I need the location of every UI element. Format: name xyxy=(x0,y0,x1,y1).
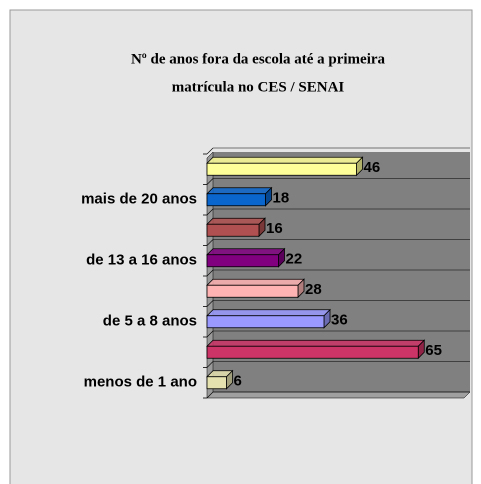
bar xyxy=(206,369,234,390)
wall-line xyxy=(206,147,214,155)
data-label: 16 xyxy=(266,220,283,237)
bar xyxy=(206,278,305,299)
bar-face xyxy=(206,217,266,225)
bar-face xyxy=(206,284,299,298)
wall-line xyxy=(206,330,214,338)
data-label: 65 xyxy=(425,342,442,359)
data-label: 28 xyxy=(305,281,322,298)
wall-line xyxy=(206,208,214,216)
wall-line xyxy=(206,300,214,307)
bar-face xyxy=(206,162,357,176)
bar xyxy=(206,156,364,177)
y-tick-label: de 13 a 16 anos xyxy=(86,252,197,269)
bar-face xyxy=(206,223,260,237)
data-label: 22 xyxy=(286,251,303,268)
bar xyxy=(206,339,426,360)
chart-title: Nº de anos fora da escola até a primeira xyxy=(131,51,386,67)
bar xyxy=(206,217,266,238)
wall-line xyxy=(206,239,214,246)
bar-face xyxy=(206,193,266,207)
y-tick-label: menos de 1 ano xyxy=(84,374,197,391)
bar xyxy=(206,308,331,329)
data-label: 46 xyxy=(364,159,381,176)
bar-face xyxy=(206,187,273,195)
bar-face xyxy=(206,315,325,329)
y-tick-label: de 5 a 8 anos xyxy=(103,313,197,330)
bar-face xyxy=(206,309,331,317)
bar-face xyxy=(206,376,227,390)
bar-face xyxy=(206,248,286,256)
plot-wall xyxy=(207,152,470,398)
bar-face xyxy=(206,345,419,359)
data-label: 18 xyxy=(273,190,290,207)
floor xyxy=(206,391,471,399)
data-label: 36 xyxy=(331,312,348,329)
data-label: 6 xyxy=(234,373,242,390)
wall-line xyxy=(206,269,214,277)
bar-face xyxy=(206,156,364,164)
wall-line xyxy=(206,361,214,368)
bar xyxy=(206,247,286,268)
chart-title: matrícula no CES / SENAI xyxy=(172,79,345,95)
bar-face xyxy=(206,339,426,347)
bar-face xyxy=(206,254,279,268)
wall-line xyxy=(206,391,214,399)
bar xyxy=(206,186,273,207)
wall-line xyxy=(206,178,214,185)
bar-face xyxy=(206,278,305,286)
y-tick-label: mais de 20 anos xyxy=(81,191,197,208)
